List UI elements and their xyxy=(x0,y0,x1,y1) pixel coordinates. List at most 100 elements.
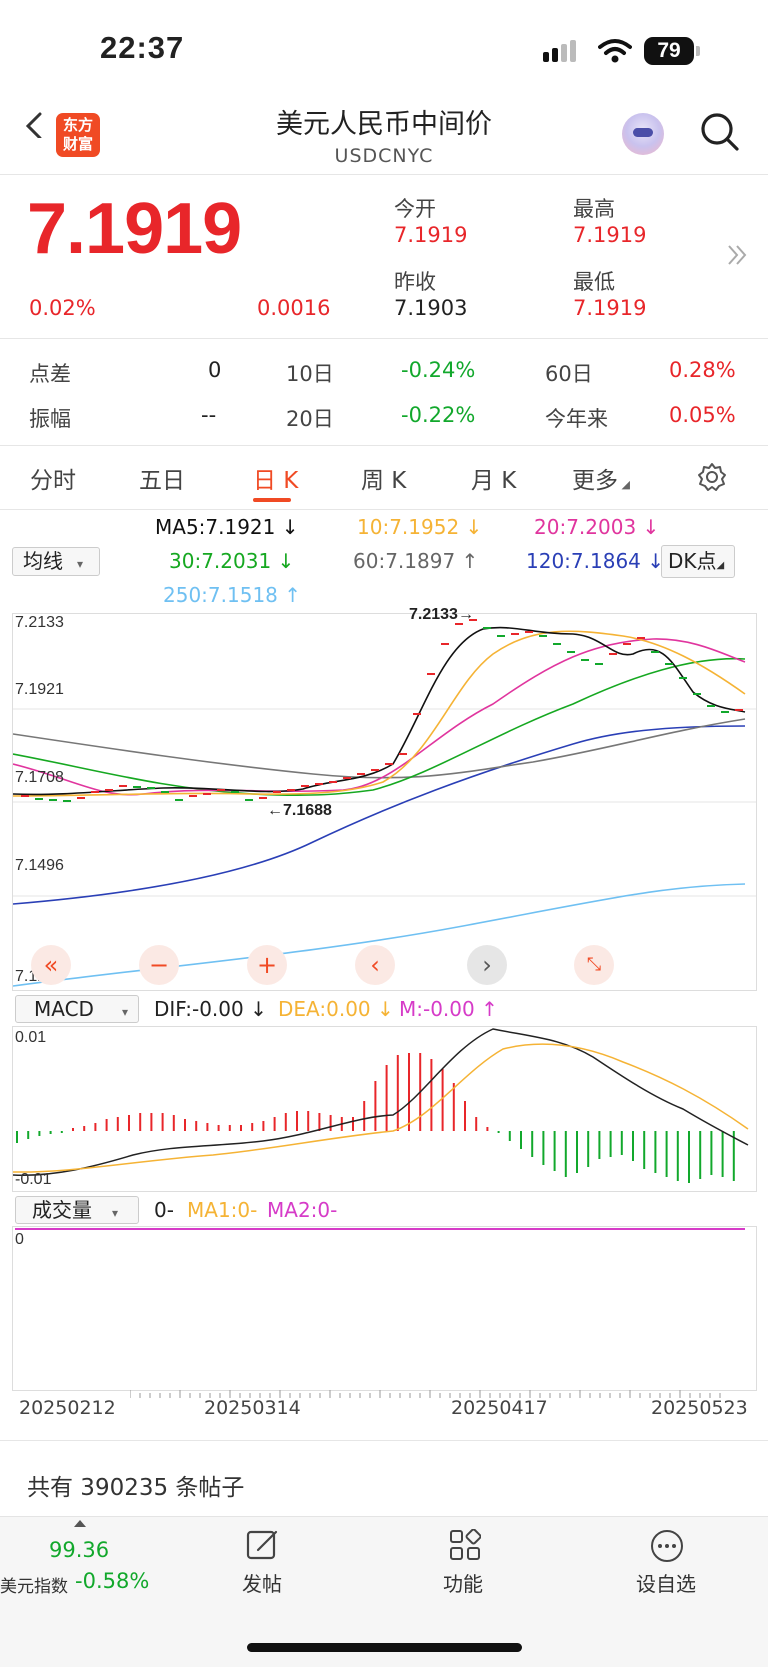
d60-value: 0.28% xyxy=(669,358,736,382)
d20-value: -0.22% xyxy=(401,403,476,427)
dk-point-button[interactable]: DK点◢ xyxy=(661,545,735,578)
usd-index-change[interactable]: -0.58% xyxy=(75,1569,150,1593)
prev-close-label: 昨收 xyxy=(394,270,436,294)
price-ticks xyxy=(21,619,743,802)
ma120-legend: 120:7.1864 ↓ xyxy=(526,549,665,573)
y-axis-label: 7.1921 xyxy=(15,681,64,698)
ma30-line xyxy=(13,657,746,797)
macd-y-bottom: -0.01 xyxy=(15,1171,52,1188)
y-axis-label: 7.1496 xyxy=(15,857,64,874)
zoom-out-icon[interactable]: − xyxy=(139,945,179,985)
settings-gear-icon[interactable] xyxy=(697,462,727,492)
zoom-in-icon[interactable]: + xyxy=(247,945,287,985)
battery-cap xyxy=(696,46,700,56)
divider xyxy=(0,174,768,175)
fullscreen-icon[interactable]: ⤡ xyxy=(574,945,614,985)
kline-svg xyxy=(13,619,756,987)
double-chevron-right-icon[interactable] xyxy=(726,243,748,267)
tab-more[interactable]: 更多 ◢ xyxy=(572,468,630,494)
tab-daily-k[interactable]: 日 K xyxy=(253,468,299,494)
active-tab-indicator xyxy=(253,498,291,502)
dropdown-triangle-icon: ◢ xyxy=(618,478,630,491)
functions-button[interactable]: 功能 xyxy=(443,1572,483,1596)
ma30-legend: 30:7.2031 ↓ xyxy=(169,549,295,573)
post-button[interactable]: 发帖 xyxy=(242,1572,282,1596)
search-icon[interactable] xyxy=(700,112,740,152)
volume-ma2: MA2:0- xyxy=(267,1198,338,1222)
ytd-label: 今年来 xyxy=(545,407,608,431)
usd-index-value[interactable]: 99.36 xyxy=(49,1538,110,1562)
ma10-legend: 10:7.1952 ↓ xyxy=(357,515,483,539)
spread-value: 0 xyxy=(208,358,222,382)
x-axis-date: 20250314 xyxy=(204,1397,301,1419)
y-axis-label: 7.1708 xyxy=(15,769,64,786)
macd-select[interactable]: MACD ▾ xyxy=(15,995,139,1023)
amplitude-value: -- xyxy=(201,403,217,427)
home-indicator xyxy=(247,1643,522,1652)
macd-m: M:-0.00 ↑ xyxy=(399,997,498,1021)
back-icon[interactable] xyxy=(22,112,48,138)
high-label: 最高 xyxy=(573,197,615,221)
prev-close-value: 7.1903 xyxy=(394,296,468,320)
add-watchlist-button[interactable]: 设自选 xyxy=(636,1572,696,1596)
d10-label: 10日 xyxy=(286,362,334,386)
wifi-icon xyxy=(598,39,632,63)
functions-grid-icon[interactable] xyxy=(449,1529,481,1561)
ytd-value: 0.05% xyxy=(669,403,736,427)
high-price-marker: 7.2133→ xyxy=(409,606,474,623)
volume-ma1: MA1:0- xyxy=(187,1198,258,1222)
dif-line xyxy=(13,1028,749,1177)
change-value: 0.0016 xyxy=(257,296,331,320)
high-value: 7.1919 xyxy=(573,223,647,247)
ma5-legend: MA5:7.1921 ↓ xyxy=(155,515,299,539)
indicator-select[interactable]: 均线 ▾ xyxy=(12,547,100,576)
page-subtitle: USDCNYC xyxy=(334,145,434,167)
status-time: 22:37 xyxy=(100,30,185,65)
page-title: 美元人民币中间价 xyxy=(276,109,492,140)
posts-count[interactable]: 共有 390235 条帖子 xyxy=(27,1475,245,1501)
post-edit-icon[interactable] xyxy=(246,1528,280,1562)
bottom-toolbar xyxy=(0,1516,768,1667)
battery-icon: 79 xyxy=(644,37,694,65)
right-icon[interactable]: › xyxy=(467,945,507,985)
macd-histogram xyxy=(16,1053,735,1183)
x-axis-date: 20250417 xyxy=(451,1397,548,1419)
open-label: 今开 xyxy=(394,197,436,221)
tab-five-day[interactable]: 五日 xyxy=(139,468,185,494)
ma60-line xyxy=(13,718,746,779)
divider xyxy=(0,445,768,446)
dropdown-triangle-icon: ▾ xyxy=(121,1005,128,1019)
low-value: 7.1919 xyxy=(573,296,647,320)
more-dots-icon[interactable] xyxy=(650,1529,684,1563)
macd-chart[interactable]: 0.01 -0.01 xyxy=(12,1026,757,1192)
macd-y-top: 0.01 xyxy=(15,1029,47,1046)
dropdown-triangle-icon: ▾ xyxy=(77,557,84,571)
dropdown-triangle-icon: ◢ xyxy=(716,560,725,571)
tab-weekly-k[interactable]: 周 K xyxy=(361,468,407,494)
macd-dif: DIF:-0.00 ↓ xyxy=(154,997,267,1021)
kline-chart[interactable]: 7.2133 7.1921 7.1708 7.1496 7.1284 7.213… xyxy=(12,606,757,991)
ma250-legend: 250:7.1518 ↑ xyxy=(163,583,302,607)
open-value: 7.1919 xyxy=(394,223,468,247)
volume-ma-line xyxy=(15,1228,745,1230)
tab-intraday[interactable]: 分时 xyxy=(30,468,76,494)
spread-label: 点差 xyxy=(29,362,71,386)
low-price-marker: ←7.1688 xyxy=(267,802,332,819)
dropdown-triangle-icon: ▾ xyxy=(112,1206,119,1220)
y-axis-label: 7.2133 xyxy=(15,614,64,631)
double-left-icon[interactable]: « xyxy=(31,945,71,985)
usd-index-name[interactable]: 美元指数 xyxy=(0,1577,68,1597)
divider xyxy=(0,1440,768,1441)
assistant-robot-icon[interactable] xyxy=(622,113,664,155)
low-label: 最低 xyxy=(573,270,615,294)
volume-select[interactable]: 成交量 ▾ xyxy=(15,1196,139,1224)
volume-chart[interactable]: 0 xyxy=(12,1226,757,1391)
expand-up-icon[interactable] xyxy=(74,1520,86,1527)
ma20-legend: 20:7.2003 ↓ xyxy=(534,515,660,539)
divider xyxy=(0,509,768,510)
tab-monthly-k[interactable]: 月 K xyxy=(471,468,517,494)
x-axis-date: 20250212 xyxy=(19,1397,116,1419)
left-icon[interactable]: ‹ xyxy=(355,945,395,985)
d10-value: -0.24% xyxy=(401,358,476,382)
amplitude-label: 振幅 xyxy=(29,407,71,431)
